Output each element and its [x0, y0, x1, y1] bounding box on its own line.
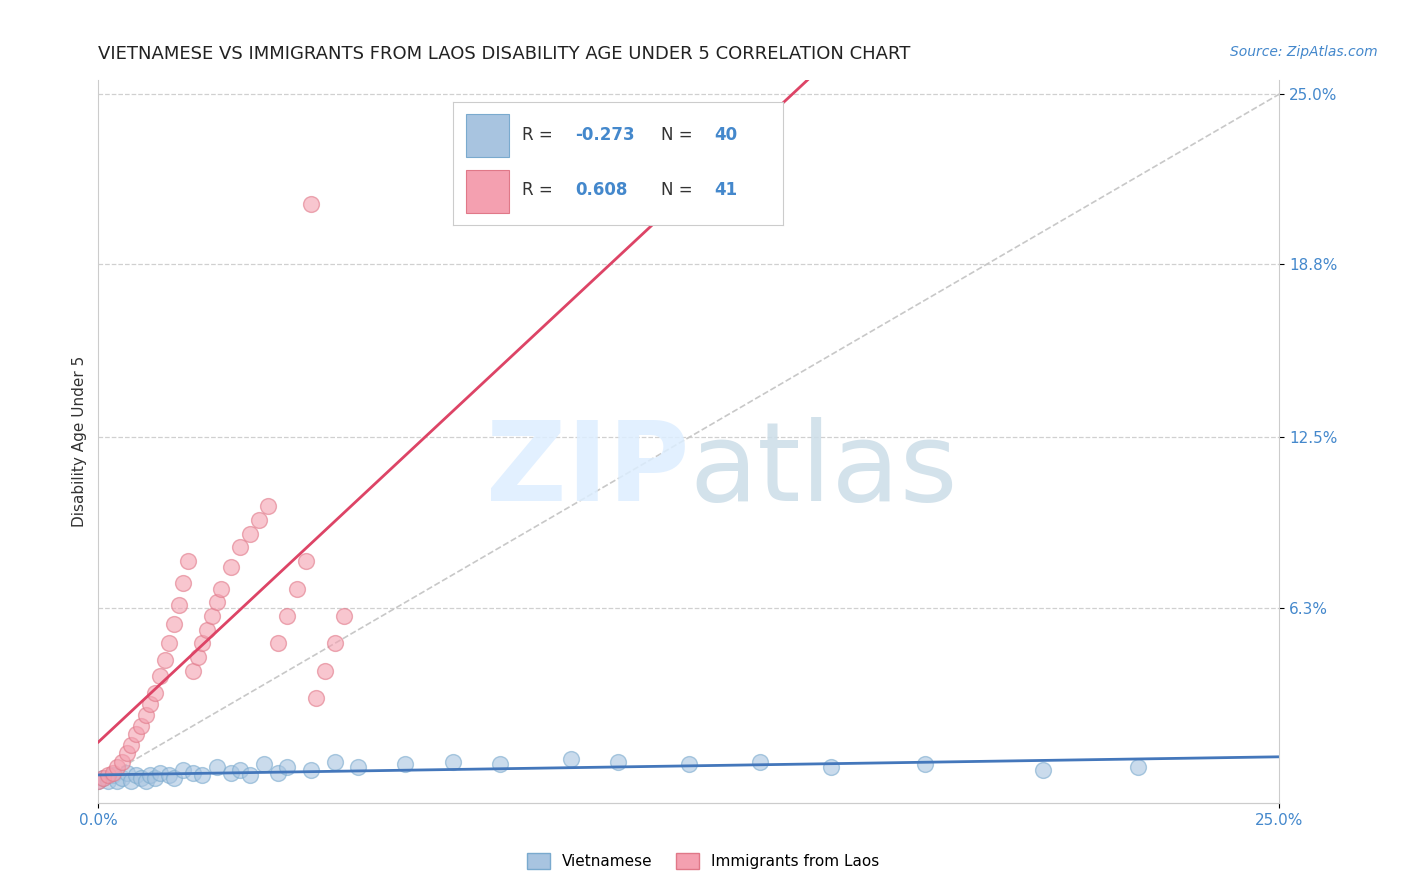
Text: Source: ZipAtlas.com: Source: ZipAtlas.com	[1230, 45, 1378, 59]
Point	[323, 755, 346, 769]
Point	[247, 513, 270, 527]
Point	[239, 768, 262, 782]
Point	[139, 768, 162, 782]
Point	[276, 760, 298, 774]
Point	[105, 773, 128, 788]
Point	[314, 664, 336, 678]
Point	[181, 765, 204, 780]
Text: atlas: atlas	[689, 417, 957, 524]
Point	[219, 765, 242, 780]
Point	[219, 559, 242, 574]
Point	[167, 598, 190, 612]
Point	[191, 768, 214, 782]
Point	[201, 609, 224, 624]
Point	[157, 768, 180, 782]
Point	[323, 636, 346, 650]
Point	[129, 771, 152, 785]
Point	[157, 636, 180, 650]
Point	[678, 757, 700, 772]
Point	[253, 757, 276, 772]
Point	[257, 499, 280, 513]
Point	[149, 669, 172, 683]
Point	[139, 697, 162, 711]
Point	[1126, 760, 1149, 774]
Point	[177, 554, 200, 568]
Point	[91, 771, 114, 785]
Point	[101, 768, 124, 782]
Point	[172, 763, 194, 777]
Point	[560, 752, 582, 766]
Text: VIETNAMESE VS IMMIGRANTS FROM LAOS DISABILITY AGE UNDER 5 CORRELATION CHART: VIETNAMESE VS IMMIGRANTS FROM LAOS DISAB…	[98, 45, 911, 62]
Point	[333, 609, 356, 624]
Point	[914, 757, 936, 772]
Point	[91, 771, 114, 785]
Point	[111, 755, 134, 769]
Point	[181, 664, 204, 678]
Point	[305, 691, 328, 706]
Point	[820, 760, 842, 774]
Y-axis label: Disability Age Under 5: Disability Age Under 5	[72, 356, 87, 527]
Point	[135, 773, 157, 788]
Point	[121, 773, 143, 788]
Point	[209, 582, 232, 596]
Point	[87, 773, 110, 788]
Point	[205, 760, 228, 774]
Point	[295, 554, 318, 568]
Point	[101, 765, 124, 780]
Point	[115, 765, 138, 780]
Point	[163, 771, 186, 785]
Point	[394, 757, 416, 772]
Point	[441, 755, 464, 769]
Point	[229, 541, 252, 555]
Point	[276, 609, 298, 624]
Point	[97, 773, 120, 788]
Point	[229, 763, 252, 777]
Legend: Vietnamese, Immigrants from Laos: Vietnamese, Immigrants from Laos	[520, 847, 886, 875]
Point	[111, 771, 134, 785]
Point	[153, 653, 176, 667]
Point	[125, 727, 148, 741]
Point	[143, 686, 166, 700]
Point	[149, 765, 172, 780]
Text: ZIP: ZIP	[485, 417, 689, 524]
Point	[607, 755, 630, 769]
Point	[748, 755, 770, 769]
Point	[299, 763, 322, 777]
Point	[135, 707, 157, 722]
Point	[121, 738, 143, 752]
Point	[1032, 763, 1054, 777]
Point	[97, 768, 120, 782]
Point	[205, 595, 228, 609]
Point	[299, 197, 322, 211]
Point	[267, 636, 290, 650]
Point	[129, 719, 152, 733]
Point	[267, 765, 290, 780]
Point	[239, 526, 262, 541]
Point	[115, 747, 138, 761]
Point	[105, 760, 128, 774]
Point	[191, 636, 214, 650]
Point	[163, 617, 186, 632]
Point	[87, 773, 110, 788]
Point	[347, 760, 370, 774]
Point	[172, 576, 194, 591]
Point	[143, 771, 166, 785]
Point	[195, 623, 218, 637]
Point	[125, 768, 148, 782]
Point	[489, 757, 512, 772]
Point	[285, 582, 308, 596]
Point	[187, 650, 209, 665]
